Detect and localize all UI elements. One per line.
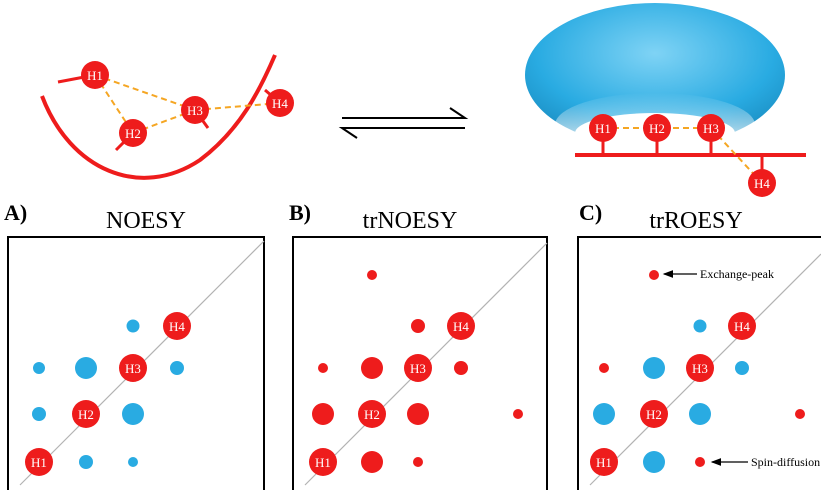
panel-c-diag-h2: H2 — [640, 400, 668, 428]
panel-c-title: trROESY — [649, 208, 742, 234]
noe-h3-h4 — [194, 102, 281, 111]
noe-h1-h3 — [94, 74, 196, 111]
svg-text:H4: H4 — [272, 96, 288, 111]
panel-a-cross-peak — [33, 362, 45, 374]
svg-text:H1: H1 — [315, 455, 331, 470]
ligand-backbone — [40, 54, 277, 180]
svg-text:H1: H1 — [596, 455, 612, 470]
svg-text:H2: H2 — [649, 121, 665, 136]
panel-b-cross-peak — [407, 403, 429, 425]
free-ligand: H1 H2 H3 H4 — [40, 54, 294, 180]
bound-proton-h1: H1 — [589, 114, 617, 142]
panel-b: B) trNOESY H4 H3 H2 H1 — [289, 200, 548, 490]
panel-c-exchange-peak — [649, 270, 659, 280]
panel-c-cross-peak — [693, 319, 707, 333]
panel-b-diag-h4: H4 — [447, 312, 475, 340]
svg-text:H3: H3 — [125, 361, 141, 376]
svg-text:H3: H3 — [692, 361, 708, 376]
panel-c-diag-h1: H1 — [590, 448, 618, 476]
panel-a-cross-peak — [170, 361, 184, 375]
svg-text:H4: H4 — [453, 319, 469, 334]
panel-b-diag-h2: H2 — [358, 400, 386, 428]
svg-text:H1: H1 — [31, 455, 47, 470]
panel-c-cross-peak — [643, 357, 665, 379]
panel-b-diag-h1: H1 — [309, 448, 337, 476]
panel-b-frame — [292, 236, 548, 490]
panel-c-cross-peak — [689, 403, 711, 425]
svg-text:H2: H2 — [646, 407, 662, 422]
panel-c-diag-h4: H4 — [728, 312, 756, 340]
svg-text:H4: H4 — [169, 319, 185, 334]
free-proton-h3: H3 — [181, 96, 209, 124]
panel-c-letter: C) — [579, 200, 602, 225]
panel-b-cross-peak — [413, 457, 423, 467]
panel-c-diag-h3: H3 — [686, 354, 714, 382]
bound-ligand: H1 H2 H3 H4 — [525, 3, 806, 197]
svg-text:H1: H1 — [87, 68, 103, 83]
panel-b-cross-peak — [361, 357, 383, 379]
panel-a-cross-peak — [79, 455, 93, 469]
panel-b-cross-peak — [367, 270, 377, 280]
panel-a-letter: A) — [4, 200, 27, 225]
panel-a-diag-h2: H2 — [72, 400, 100, 428]
bound-proton-h3: H3 — [697, 114, 725, 142]
panel-a-title: NOESY — [106, 208, 186, 234]
panel-b-letter: B) — [289, 200, 311, 225]
free-proton-h2: H2 — [119, 119, 147, 147]
svg-text:H2: H2 — [364, 407, 380, 422]
panel-c-spin-diffusion-peak — [695, 457, 705, 467]
bound-proton-h4: H4 — [748, 169, 776, 197]
panel-c: C) trROESY H4 H3 H2 H1 Exchange-peak Spi… — [577, 200, 821, 490]
panel-c-cross-peak — [795, 409, 805, 419]
panel-b-cross-peak — [318, 363, 328, 373]
panel-a-cross-peak — [128, 457, 138, 467]
panel-a: A) NOESY H4 H3 H2 H1 — [4, 200, 265, 490]
panel-b-cross-peak — [411, 319, 425, 333]
panel-b-cross-peak — [361, 451, 383, 473]
panel-c-cross-peak — [643, 451, 665, 473]
svg-text:H2: H2 — [125, 126, 141, 141]
panel-a-cross-peak — [122, 403, 144, 425]
panel-c-frame — [577, 236, 821, 490]
panel-a-cross-peak — [32, 407, 46, 421]
panel-c-cross-peak — [599, 363, 609, 373]
svg-text:H3: H3 — [703, 121, 719, 136]
exchange-peak-label: Exchange-peak — [700, 267, 774, 281]
panel-c-cross-peak — [735, 361, 749, 375]
panel-a-cross-peak — [75, 357, 97, 379]
free-proton-h4: H4 — [266, 89, 294, 117]
svg-text:H1: H1 — [595, 121, 611, 136]
svg-text:H3: H3 — [410, 361, 426, 376]
equilibrium-arrow-icon — [338, 107, 469, 139]
svg-text:H4: H4 — [754, 176, 770, 191]
panel-a-frame — [7, 236, 265, 490]
panel-a-cross-peak — [126, 319, 140, 333]
panel-b-cross-peak — [454, 361, 468, 375]
spin-diffusion-label: Spin-diffusion — [751, 455, 820, 469]
panel-a-diag-h1: H1 — [25, 448, 53, 476]
free-proton-h1: H1 — [81, 61, 109, 89]
bound-proton-h2: H2 — [643, 114, 671, 142]
panel-b-title: trNOESY — [363, 208, 458, 234]
panel-a-diag-h4: H4 — [163, 312, 191, 340]
panel-b-cross-peak — [513, 409, 523, 419]
panel-c-cross-peak — [593, 403, 615, 425]
svg-text:H3: H3 — [187, 103, 203, 118]
panel-b-diag-h3: H3 — [404, 354, 432, 382]
svg-text:H2: H2 — [78, 407, 94, 422]
panel-a-diag-h3: H3 — [119, 354, 147, 382]
svg-text:H4: H4 — [734, 319, 750, 334]
panel-b-cross-peak — [312, 403, 334, 425]
